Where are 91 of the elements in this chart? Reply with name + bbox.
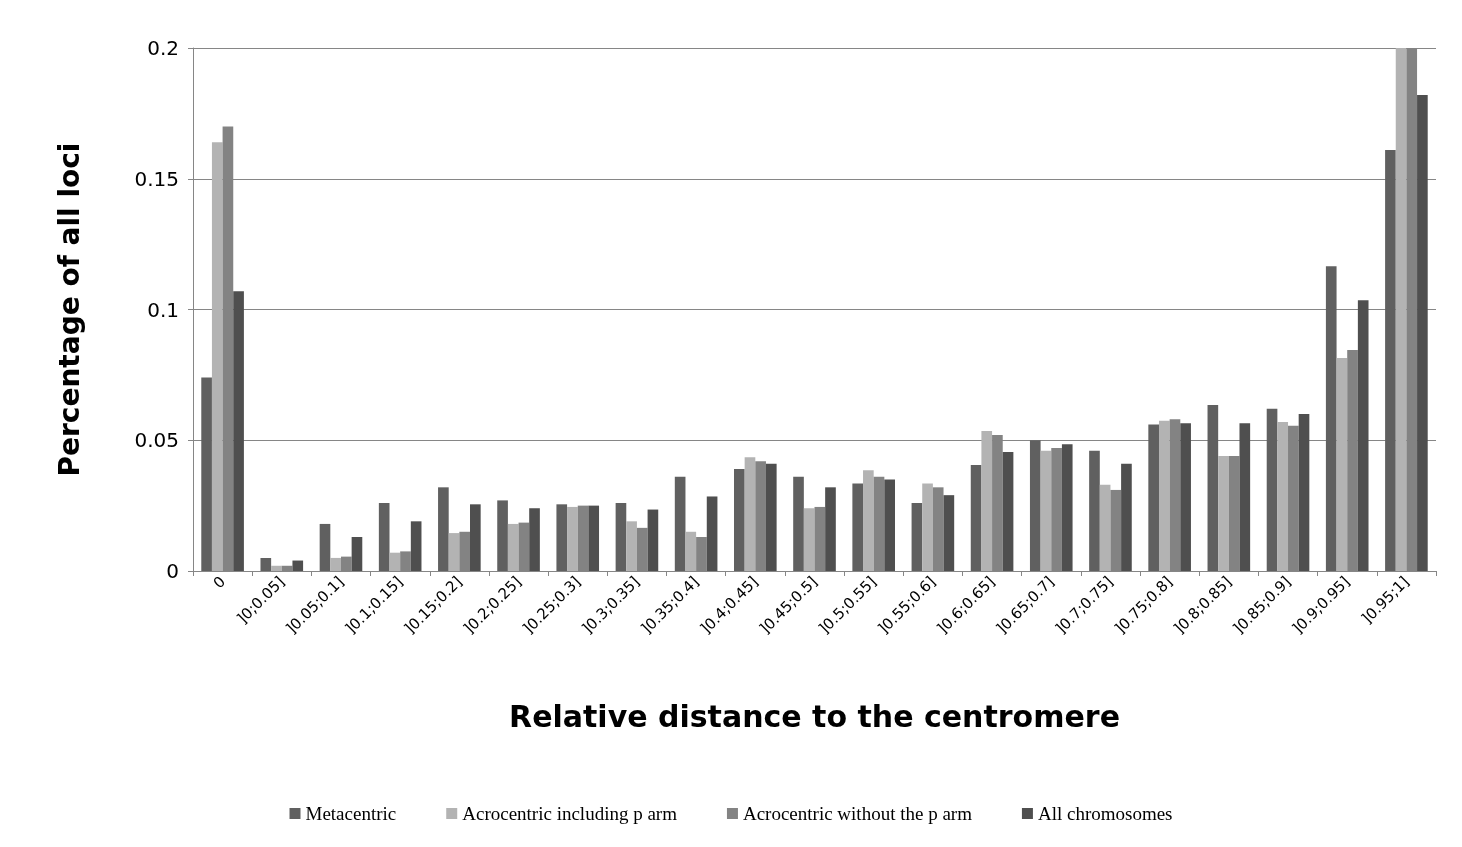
bar <box>1061 444 1073 571</box>
bar <box>1148 424 1159 571</box>
legend-label: Acrocentric including p arm <box>462 803 678 824</box>
bar <box>588 505 600 571</box>
bar <box>803 508 815 571</box>
bar <box>814 506 826 571</box>
bar <box>1051 448 1062 571</box>
bar <box>556 504 568 571</box>
bar <box>233 291 244 571</box>
bar <box>1121 463 1132 571</box>
bar <box>1228 455 1240 571</box>
bar <box>410 521 422 571</box>
bar <box>911 503 923 571</box>
bar <box>271 565 282 571</box>
bar <box>970 465 982 571</box>
bar <box>981 431 993 571</box>
bar <box>518 522 530 571</box>
bar <box>793 476 804 571</box>
bar <box>647 509 659 571</box>
x-tick-label: 0 <box>209 572 229 593</box>
bar <box>696 537 707 571</box>
bar <box>1298 414 1310 571</box>
bar <box>1266 408 1278 571</box>
bar <box>389 552 401 571</box>
bar <box>470 504 481 571</box>
bar <box>567 506 578 571</box>
bar <box>1336 357 1348 571</box>
bar <box>1158 420 1170 571</box>
y-tick-label: 0.2 <box>147 36 179 60</box>
bar <box>340 556 352 571</box>
bar <box>943 495 955 571</box>
bar <box>922 483 933 571</box>
bar <box>1180 423 1191 571</box>
bar <box>1385 149 1396 571</box>
y-axis-title: Percentage of all loci <box>52 142 86 477</box>
y-tick-label: 0.15 <box>134 166 179 191</box>
bar <box>1347 350 1358 571</box>
bar <box>211 142 223 571</box>
y-tick-label: 0.1 <box>147 297 179 322</box>
bar <box>765 463 777 571</box>
bar <box>1357 300 1369 571</box>
bar <box>863 470 874 571</box>
bar <box>1218 455 1229 571</box>
bar <box>636 527 648 571</box>
bar <box>852 483 864 571</box>
bar <box>1089 450 1100 571</box>
bar <box>292 560 304 571</box>
bar <box>330 557 341 571</box>
bar <box>1002 452 1014 571</box>
bar <box>577 505 589 571</box>
legend-label: Metacentric <box>305 803 397 824</box>
bar <box>685 531 697 571</box>
bar <box>1277 421 1289 571</box>
bar <box>1040 450 1052 571</box>
bar <box>1395 48 1407 571</box>
bar <box>755 461 766 571</box>
bar <box>1029 440 1041 571</box>
bar <box>873 476 885 571</box>
bar <box>497 500 508 571</box>
bar <box>1325 266 1337 571</box>
bar <box>706 496 718 571</box>
bar <box>825 487 836 571</box>
bar <box>932 487 944 571</box>
bar <box>1207 404 1219 571</box>
bar <box>626 521 637 571</box>
bar <box>884 479 895 571</box>
bar <box>400 551 411 571</box>
bar <box>1239 423 1251 571</box>
bar <box>1110 489 1122 571</box>
bar <box>378 503 390 571</box>
bar <box>529 508 540 571</box>
bar <box>1288 425 1299 571</box>
bar <box>1169 419 1181 571</box>
bar <box>438 487 449 571</box>
bar <box>1099 484 1111 571</box>
bar <box>1417 95 1428 571</box>
legend-label: All chromosomes <box>1037 803 1173 824</box>
x-axis-title: Relative distance to the centromere <box>509 698 1120 734</box>
bar <box>319 523 331 571</box>
bar <box>260 557 272 571</box>
y-tick-label: 0.05 <box>134 428 179 453</box>
bar <box>459 531 471 571</box>
bar <box>744 457 756 571</box>
bar <box>201 377 212 571</box>
bar <box>351 537 363 571</box>
bar <box>507 523 519 571</box>
bar <box>448 533 460 571</box>
bar <box>615 503 627 571</box>
bar <box>734 469 745 571</box>
legend-label: Acrocentric without the p arm <box>742 803 973 824</box>
bar <box>674 476 686 571</box>
